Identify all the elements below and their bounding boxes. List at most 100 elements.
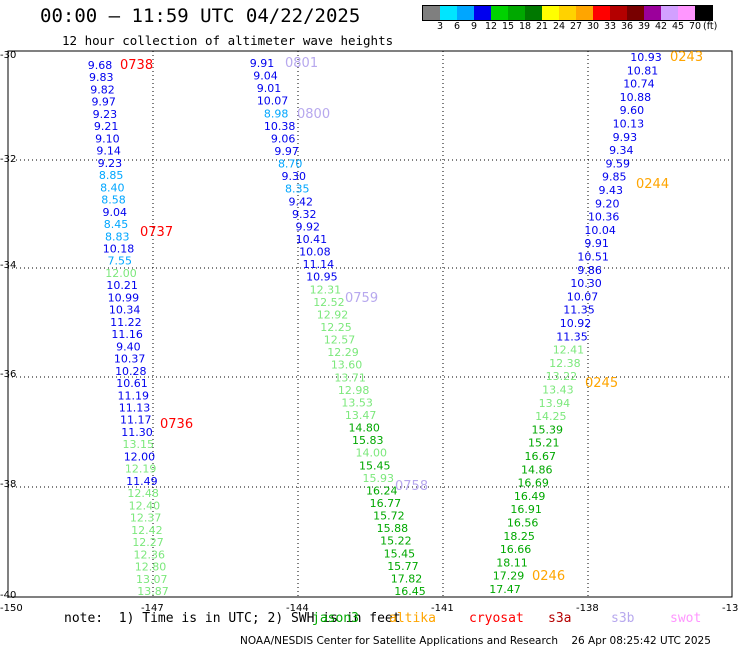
wave-height-value: 9.04 bbox=[103, 206, 128, 219]
wave-height-value: 13.15 bbox=[122, 438, 154, 451]
wave-height-value: 14.80 bbox=[348, 422, 380, 435]
scale-swatch bbox=[559, 6, 576, 20]
wave-height-value: 8.98 bbox=[264, 107, 289, 120]
wave-height-value: 10.04 bbox=[584, 224, 616, 237]
color-scale-bar bbox=[422, 5, 713, 21]
wave-height-value: 12.19 bbox=[125, 463, 157, 476]
longitude-label: -141 bbox=[431, 603, 454, 614]
footer-note: note: 1) Time is in UTC; 2) SWH is in fe… bbox=[64, 611, 401, 626]
wave-height-value: 9.43 bbox=[599, 184, 624, 197]
wave-height-value: 12.36 bbox=[134, 548, 166, 561]
latitude-label: -34 bbox=[0, 260, 16, 271]
wave-height-value: 12.80 bbox=[135, 561, 167, 574]
scale-swatch bbox=[661, 6, 678, 20]
wave-height-value: 10.36 bbox=[588, 211, 620, 224]
scale-tick-label: 27 bbox=[569, 21, 583, 32]
scale-tick-label: 30 bbox=[586, 21, 600, 32]
longitude-label: -147 bbox=[141, 603, 164, 614]
wave-height-value: 8.45 bbox=[104, 218, 129, 231]
latitude-label: -36 bbox=[0, 369, 16, 380]
wave-height-value: 9.06 bbox=[271, 132, 296, 145]
map-grid bbox=[8, 51, 732, 597]
wave-height-value: 16.69 bbox=[517, 477, 549, 490]
wave-height-value: 12.00 bbox=[105, 267, 137, 280]
footer-credit: NOAA/NESDIS Center for Satellite Applica… bbox=[240, 635, 711, 647]
scale-tick-label: 70 bbox=[688, 21, 702, 32]
wave-height-value: 16.91 bbox=[510, 503, 542, 516]
satellite-legend-item: s3a bbox=[548, 611, 572, 626]
wave-height-value: 15.45 bbox=[359, 459, 391, 472]
scale-swatch bbox=[440, 6, 457, 20]
wave-height-value: 10.51 bbox=[577, 251, 609, 264]
wave-height-value: 9.92 bbox=[296, 220, 321, 233]
wave-height-value: 14.00 bbox=[355, 447, 387, 460]
scale-tick-label: 45 bbox=[671, 21, 685, 32]
pass-time-label: 0244 bbox=[636, 177, 669, 192]
wave-height-value: 9.23 bbox=[93, 108, 118, 121]
wave-height-value: 15.77 bbox=[387, 560, 419, 573]
wave-height-value: 9.01 bbox=[257, 82, 282, 95]
wave-height-value: 16.56 bbox=[507, 517, 539, 530]
scale-swatch bbox=[576, 6, 593, 20]
color-scale-unit: (ft) bbox=[703, 21, 718, 32]
scale-swatch bbox=[593, 6, 610, 20]
wave-height-value: 16.77 bbox=[370, 497, 402, 510]
scale-swatch bbox=[644, 6, 661, 20]
wave-height-value: 12.40 bbox=[129, 499, 161, 512]
wave-height-value: 13.87 bbox=[137, 585, 169, 598]
wave-height-value: 12.98 bbox=[338, 384, 370, 397]
pass-time-label: 0738 bbox=[120, 58, 153, 73]
pass-time-label: 0801 bbox=[285, 56, 318, 71]
pass-time-label: 0736 bbox=[160, 417, 193, 432]
satellite-legend-item: s3b bbox=[611, 611, 635, 626]
pass-time-label: 0243 bbox=[670, 50, 703, 65]
wave-height-value: 9.32 bbox=[292, 208, 317, 221]
wave-height-value: 13.47 bbox=[345, 409, 377, 422]
wave-height-value: 9.85 bbox=[602, 171, 627, 184]
wave-height-value: 15.93 bbox=[363, 472, 395, 485]
latitude-label: -32 bbox=[0, 154, 16, 165]
longitude-label: -138 bbox=[576, 603, 599, 614]
wave-height-value: 10.92 bbox=[560, 317, 592, 330]
pass-time-label: 0737 bbox=[140, 225, 173, 240]
scale-swatch bbox=[423, 6, 440, 20]
wave-height-value: 13.43 bbox=[542, 384, 574, 397]
wave-height-value: 11.22 bbox=[110, 316, 142, 329]
wave-height-value: 9.14 bbox=[96, 145, 121, 158]
scale-swatch bbox=[474, 6, 491, 20]
wave-height-value: 9.91 bbox=[584, 237, 609, 250]
wave-height-value: 12.27 bbox=[132, 536, 164, 549]
scale-swatch bbox=[542, 6, 559, 20]
scale-tick-label: 9 bbox=[470, 21, 478, 32]
wave-height-value: 8.83 bbox=[105, 230, 130, 243]
wave-height-value: 11.14 bbox=[303, 258, 335, 271]
wave-height-value: 14.25 bbox=[535, 410, 567, 423]
longitude-label: -150 bbox=[0, 603, 23, 614]
wave-height-value: 10.13 bbox=[613, 118, 645, 131]
satellite-legend-item: altika bbox=[389, 611, 436, 626]
scale-tick-label: 24 bbox=[552, 21, 566, 32]
scale-tick-label: 42 bbox=[654, 21, 668, 32]
scale-tick-label: 36 bbox=[620, 21, 634, 32]
wave-height-value: 12.92 bbox=[317, 308, 349, 321]
map-border bbox=[7, 50, 733, 598]
wave-height-value: 9.10 bbox=[95, 132, 120, 145]
scale-swatch bbox=[525, 6, 542, 20]
wave-height-value: 16.49 bbox=[514, 490, 546, 503]
wave-height-value: 11.16 bbox=[111, 328, 143, 341]
wave-height-value: 15.88 bbox=[377, 522, 409, 535]
wave-height-value: 12.48 bbox=[127, 487, 159, 500]
wave-height-value: 14.86 bbox=[521, 463, 553, 476]
wave-height-value: 18.11 bbox=[496, 556, 528, 569]
wave-height-value: 16.45 bbox=[394, 585, 426, 598]
wave-height-value: 13.94 bbox=[539, 397, 571, 410]
wave-height-value: 10.37 bbox=[114, 353, 146, 366]
pass-time-label: 0246 bbox=[532, 569, 565, 584]
scale-swatch bbox=[491, 6, 508, 20]
wave-height-value: 9.59 bbox=[606, 157, 631, 170]
wave-height-value: 10.41 bbox=[296, 233, 328, 246]
wave-height-value: 11.49 bbox=[126, 475, 158, 488]
wave-height-value: 12.52 bbox=[313, 296, 345, 309]
scale-swatch bbox=[627, 6, 644, 20]
wave-height-value: 9.91 bbox=[250, 57, 275, 70]
